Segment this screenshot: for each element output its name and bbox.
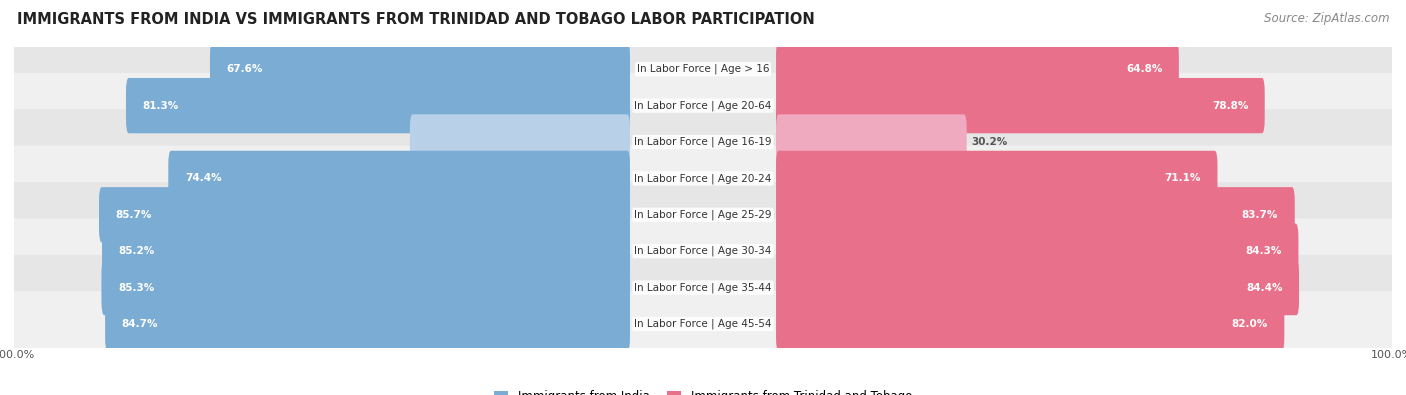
FancyBboxPatch shape bbox=[776, 78, 1265, 133]
Text: 83.7%: 83.7% bbox=[1241, 210, 1278, 220]
FancyBboxPatch shape bbox=[776, 260, 1299, 315]
Text: 64.8%: 64.8% bbox=[1126, 64, 1163, 74]
Text: 78.8%: 78.8% bbox=[1212, 101, 1249, 111]
FancyBboxPatch shape bbox=[11, 218, 1395, 284]
Text: 74.4%: 74.4% bbox=[184, 173, 221, 183]
FancyBboxPatch shape bbox=[11, 291, 1395, 357]
FancyBboxPatch shape bbox=[776, 151, 1218, 206]
Text: 35.0%: 35.0% bbox=[634, 137, 671, 147]
Text: In Labor Force | Age 20-64: In Labor Force | Age 20-64 bbox=[634, 100, 772, 111]
Text: IMMIGRANTS FROM INDIA VS IMMIGRANTS FROM TRINIDAD AND TOBAGO LABOR PARTICIPATION: IMMIGRANTS FROM INDIA VS IMMIGRANTS FROM… bbox=[17, 12, 814, 27]
Text: In Labor Force | Age > 16: In Labor Force | Age > 16 bbox=[637, 64, 769, 75]
Text: In Labor Force | Age 35-44: In Labor Force | Age 35-44 bbox=[634, 282, 772, 293]
Text: 85.3%: 85.3% bbox=[118, 282, 155, 293]
Text: 71.1%: 71.1% bbox=[1164, 173, 1201, 183]
Text: 85.7%: 85.7% bbox=[115, 210, 152, 220]
Text: 84.7%: 84.7% bbox=[122, 319, 157, 329]
FancyBboxPatch shape bbox=[776, 224, 1298, 279]
Text: In Labor Force | Age 16-19: In Labor Force | Age 16-19 bbox=[634, 137, 772, 147]
FancyBboxPatch shape bbox=[776, 41, 1178, 97]
Text: In Labor Force | Age 25-29: In Labor Force | Age 25-29 bbox=[634, 209, 772, 220]
FancyBboxPatch shape bbox=[11, 146, 1395, 211]
FancyBboxPatch shape bbox=[776, 115, 967, 170]
FancyBboxPatch shape bbox=[169, 151, 630, 206]
FancyBboxPatch shape bbox=[11, 182, 1395, 248]
FancyBboxPatch shape bbox=[776, 187, 1295, 243]
FancyBboxPatch shape bbox=[11, 73, 1395, 138]
FancyBboxPatch shape bbox=[98, 187, 630, 243]
Text: 85.2%: 85.2% bbox=[118, 246, 155, 256]
FancyBboxPatch shape bbox=[11, 109, 1395, 175]
FancyBboxPatch shape bbox=[105, 296, 630, 352]
Text: In Labor Force | Age 45-54: In Labor Force | Age 45-54 bbox=[634, 319, 772, 329]
Text: 84.3%: 84.3% bbox=[1246, 246, 1282, 256]
FancyBboxPatch shape bbox=[411, 115, 630, 170]
Text: 84.4%: 84.4% bbox=[1246, 282, 1282, 293]
Text: 81.3%: 81.3% bbox=[142, 101, 179, 111]
Text: 82.0%: 82.0% bbox=[1232, 319, 1268, 329]
Text: In Labor Force | Age 30-34: In Labor Force | Age 30-34 bbox=[634, 246, 772, 256]
FancyBboxPatch shape bbox=[11, 36, 1395, 102]
Text: 67.6%: 67.6% bbox=[226, 64, 263, 74]
Text: 30.2%: 30.2% bbox=[972, 137, 1007, 147]
FancyBboxPatch shape bbox=[209, 41, 630, 97]
FancyBboxPatch shape bbox=[127, 78, 630, 133]
Legend: Immigrants from India, Immigrants from Trinidad and Tobago: Immigrants from India, Immigrants from T… bbox=[489, 385, 917, 395]
FancyBboxPatch shape bbox=[103, 224, 630, 279]
FancyBboxPatch shape bbox=[101, 260, 630, 315]
Text: In Labor Force | Age 20-24: In Labor Force | Age 20-24 bbox=[634, 173, 772, 184]
FancyBboxPatch shape bbox=[11, 255, 1395, 320]
Text: Source: ZipAtlas.com: Source: ZipAtlas.com bbox=[1264, 12, 1389, 25]
FancyBboxPatch shape bbox=[776, 296, 1284, 352]
